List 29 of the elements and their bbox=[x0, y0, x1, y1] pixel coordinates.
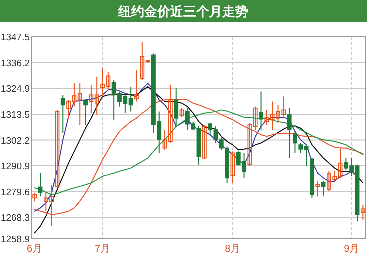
candlestick bbox=[321, 181, 326, 198]
x-tick-label: 9月 bbox=[344, 244, 360, 255]
candlestick bbox=[60, 94, 66, 134]
y-tick-label: 1279.6 bbox=[0, 187, 30, 198]
y-tick-label: 1268.3 bbox=[0, 213, 30, 224]
candlestick bbox=[55, 110, 60, 189]
candlestick bbox=[134, 70, 139, 102]
x-tick-label: 8月 bbox=[225, 244, 241, 255]
x-tick-label: 7月 bbox=[94, 244, 111, 255]
y-tick-label: 1313.5 bbox=[0, 110, 30, 122]
x-tick-label: 6月 bbox=[27, 244, 43, 255]
y-tick-label: 1336.2 bbox=[0, 58, 30, 70]
candlestick bbox=[316, 181, 320, 198]
candlestick bbox=[174, 88, 179, 126]
y-tick-label: 1258.9 bbox=[0, 234, 30, 246]
candlestick bbox=[259, 91, 264, 131]
y-tick-label: 1324.9 bbox=[0, 84, 30, 96]
y-tick-label: 1302.2 bbox=[0, 136, 30, 147]
chart-title: 纽约金价近三个月走势 bbox=[118, 4, 248, 19]
candlestick bbox=[38, 172, 43, 198]
candlestick bbox=[202, 124, 207, 160]
candlestick bbox=[293, 131, 298, 154]
y-tick-label: 1347.5 bbox=[0, 32, 30, 44]
y-tick-label: 1290.9 bbox=[0, 162, 30, 173]
candlestick bbox=[84, 100, 88, 126]
candlestick bbox=[180, 108, 184, 118]
candlestick bbox=[230, 151, 236, 184]
candlestick bbox=[287, 108, 292, 159]
candlestick bbox=[360, 204, 366, 220]
